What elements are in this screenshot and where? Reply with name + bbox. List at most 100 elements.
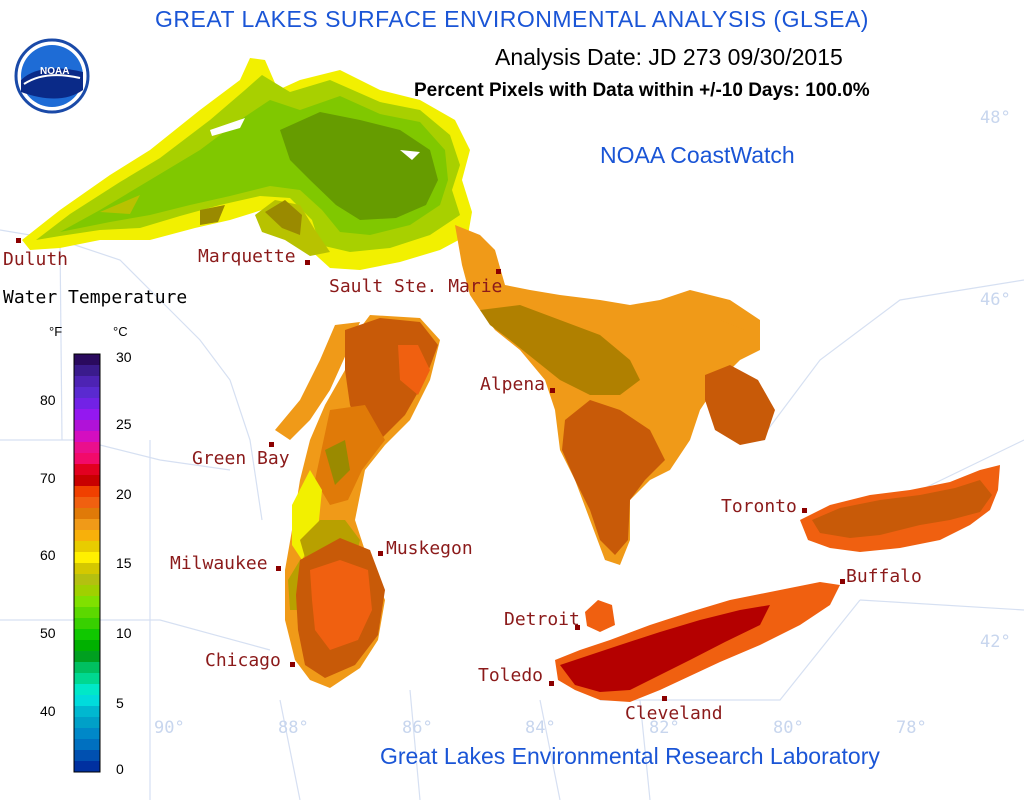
city-milwaukee: Milwaukee [170, 553, 268, 574]
city-green-bay: Green Bay [192, 448, 290, 469]
lake-ontario [800, 465, 1000, 552]
legend-c-tick: 20 [116, 486, 132, 502]
temperature-legend [73, 353, 101, 773]
city-muskegon: Muskegon [386, 538, 473, 559]
lon-78-label: 78° [896, 718, 927, 738]
legend-swatch [74, 684, 100, 696]
muskegon-marker [378, 551, 383, 556]
legend-swatch [74, 563, 100, 575]
city-marquette: Marquette [198, 246, 296, 267]
duluth-marker [16, 238, 21, 243]
lon-90-label: 90° [154, 718, 185, 738]
legend-f-tick: 70 [40, 470, 56, 486]
legend-c-tick: 0 [116, 761, 124, 777]
legend-swatch [74, 640, 100, 652]
legend-swatch [74, 541, 100, 553]
lake-superior [22, 58, 472, 270]
legend-swatch [74, 486, 100, 498]
lon-84-label: 84° [525, 718, 556, 738]
city-chicago: Chicago [205, 650, 281, 671]
legend-swatch [74, 409, 100, 421]
legend-swatch [74, 497, 100, 509]
lake-st-clair [585, 600, 615, 632]
city-duluth: Duluth [3, 249, 69, 270]
legend-f-tick: 60 [40, 547, 56, 563]
legend-swatch [74, 585, 100, 597]
legend-swatch [74, 354, 100, 366]
legend-swatch [74, 629, 100, 641]
lat-42-label: 42° [980, 632, 1011, 652]
legend-frame [73, 353, 101, 773]
city-buffalo: Buffalo [846, 566, 922, 587]
page-title: GREAT LAKES SURFACE ENVIRONMENTAL ANALYS… [155, 6, 869, 32]
legend-swatch [74, 695, 100, 707]
legend-swatch [74, 706, 100, 718]
noaa-logo-text: NOAA [40, 66, 70, 77]
legend-swatch [74, 673, 100, 685]
detroit-marker [575, 625, 580, 630]
legend-swatch [74, 717, 100, 729]
legend-swatch [74, 387, 100, 399]
legend-title: Water Temperature [3, 287, 188, 308]
legend-swatch [74, 596, 100, 608]
lake-erie [555, 582, 840, 702]
lake-huron [455, 225, 775, 565]
city-toronto: Toronto [721, 496, 797, 517]
city-toledo: Toledo [478, 665, 544, 686]
legend-swatch [74, 365, 100, 377]
legend-swatch [74, 552, 100, 564]
legend-c-tick: 15 [116, 555, 132, 571]
lab-credit: Great Lakes Environmental Research Labor… [380, 743, 880, 769]
legend-swatch [74, 750, 100, 762]
buffalo-marker [840, 579, 845, 584]
legend-f-tick: 40 [40, 703, 56, 719]
legend-swatch [74, 519, 100, 531]
legend-swatch [74, 761, 100, 773]
legend-swatch [74, 607, 100, 619]
city-detroit: Detroit [504, 609, 580, 630]
legend-swatch [74, 574, 100, 586]
legend-swatch [74, 651, 100, 663]
legend-swatch [74, 453, 100, 465]
milwaukee-marker [276, 566, 281, 571]
lon-86-label: 86° [402, 718, 433, 738]
lon-80-label: 80° [773, 718, 804, 738]
legend-f-tick: 50 [40, 625, 56, 641]
city-alpena: Alpena [480, 374, 546, 395]
lat-48-label: 48° [980, 108, 1011, 128]
legend-unit-f: °F [49, 324, 63, 339]
toronto-marker [802, 508, 807, 513]
legend-swatch [74, 739, 100, 751]
toledo-marker [549, 681, 554, 686]
legend-swatch [74, 530, 100, 542]
legend-swatch [74, 508, 100, 520]
city-cleveland: Cleveland [625, 703, 723, 724]
green-bay-marker [269, 442, 274, 447]
lake-michigan [275, 315, 440, 688]
cleveland-marker [662, 696, 667, 701]
lon-82-label: 82° [649, 718, 680, 738]
legend-swatch [74, 618, 100, 630]
legend-swatch [74, 431, 100, 443]
percent-pixels: Percent Pixels with Data within +/-10 Da… [414, 80, 870, 101]
legend-c-tick: 5 [116, 695, 124, 711]
legend-swatch [74, 464, 100, 476]
lon-88-label: 88° [278, 718, 309, 738]
legend-unit-c: °C [113, 324, 128, 339]
alpena-marker [550, 388, 555, 393]
legend-swatch [74, 420, 100, 432]
legend-c-tick: 10 [116, 625, 132, 641]
marquette-marker [305, 260, 310, 265]
legend-swatch [74, 398, 100, 410]
lat-46-label: 46° [980, 290, 1011, 310]
city-sault-ste-marie: Sault Ste. Marie [329, 276, 503, 297]
noaa-logo [14, 38, 90, 114]
chicago-marker [290, 662, 295, 667]
analysis-date: Analysis Date: JD 273 09/30/2015 [495, 44, 843, 70]
coastwatch-label: NOAA CoastWatch [600, 142, 795, 168]
legend-c-tick: 25 [116, 416, 132, 432]
legend-swatch [74, 442, 100, 454]
legend-c-tick: 30 [116, 349, 132, 365]
legend-swatch [74, 728, 100, 740]
sault-marker [496, 269, 501, 274]
